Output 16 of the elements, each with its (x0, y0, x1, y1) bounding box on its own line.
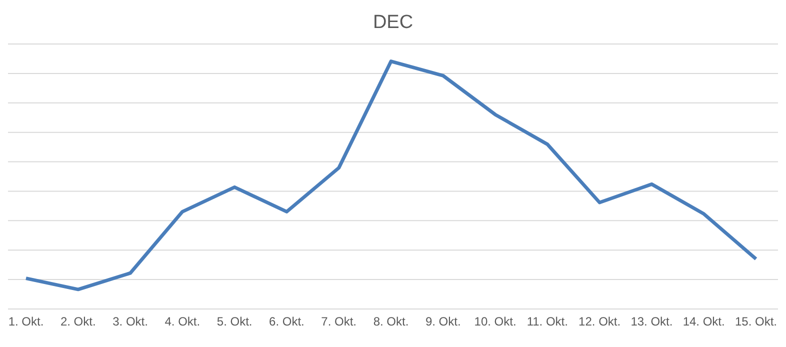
x-tick-label: 10. Okt. (474, 314, 516, 329)
x-tick-label: 4. Okt. (164, 314, 200, 329)
x-tick-label: 13. Okt. (630, 314, 673, 329)
x-tick-label: 2. Okt. (60, 314, 96, 329)
x-tick-label: 11. Okt. (526, 314, 568, 329)
x-tick-label: 14. Okt. (682, 314, 725, 329)
x-tick-label: 6. Okt. (269, 314, 304, 329)
x-tick-label: 12. Okt. (578, 314, 621, 329)
x-tick-label: 15. Okt. (734, 314, 778, 329)
x-tick-label: 7. Okt. (321, 314, 357, 329)
x-tick-label: 8. Okt. (373, 314, 409, 329)
x-tick-label: 3. Okt. (112, 314, 148, 329)
x-tick-label: 9. Okt. (425, 314, 461, 329)
chart-title: DEC (372, 11, 414, 35)
x-tick-label: 1. Okt. (8, 314, 44, 329)
x-tick-label: 5. Okt. (216, 314, 252, 329)
